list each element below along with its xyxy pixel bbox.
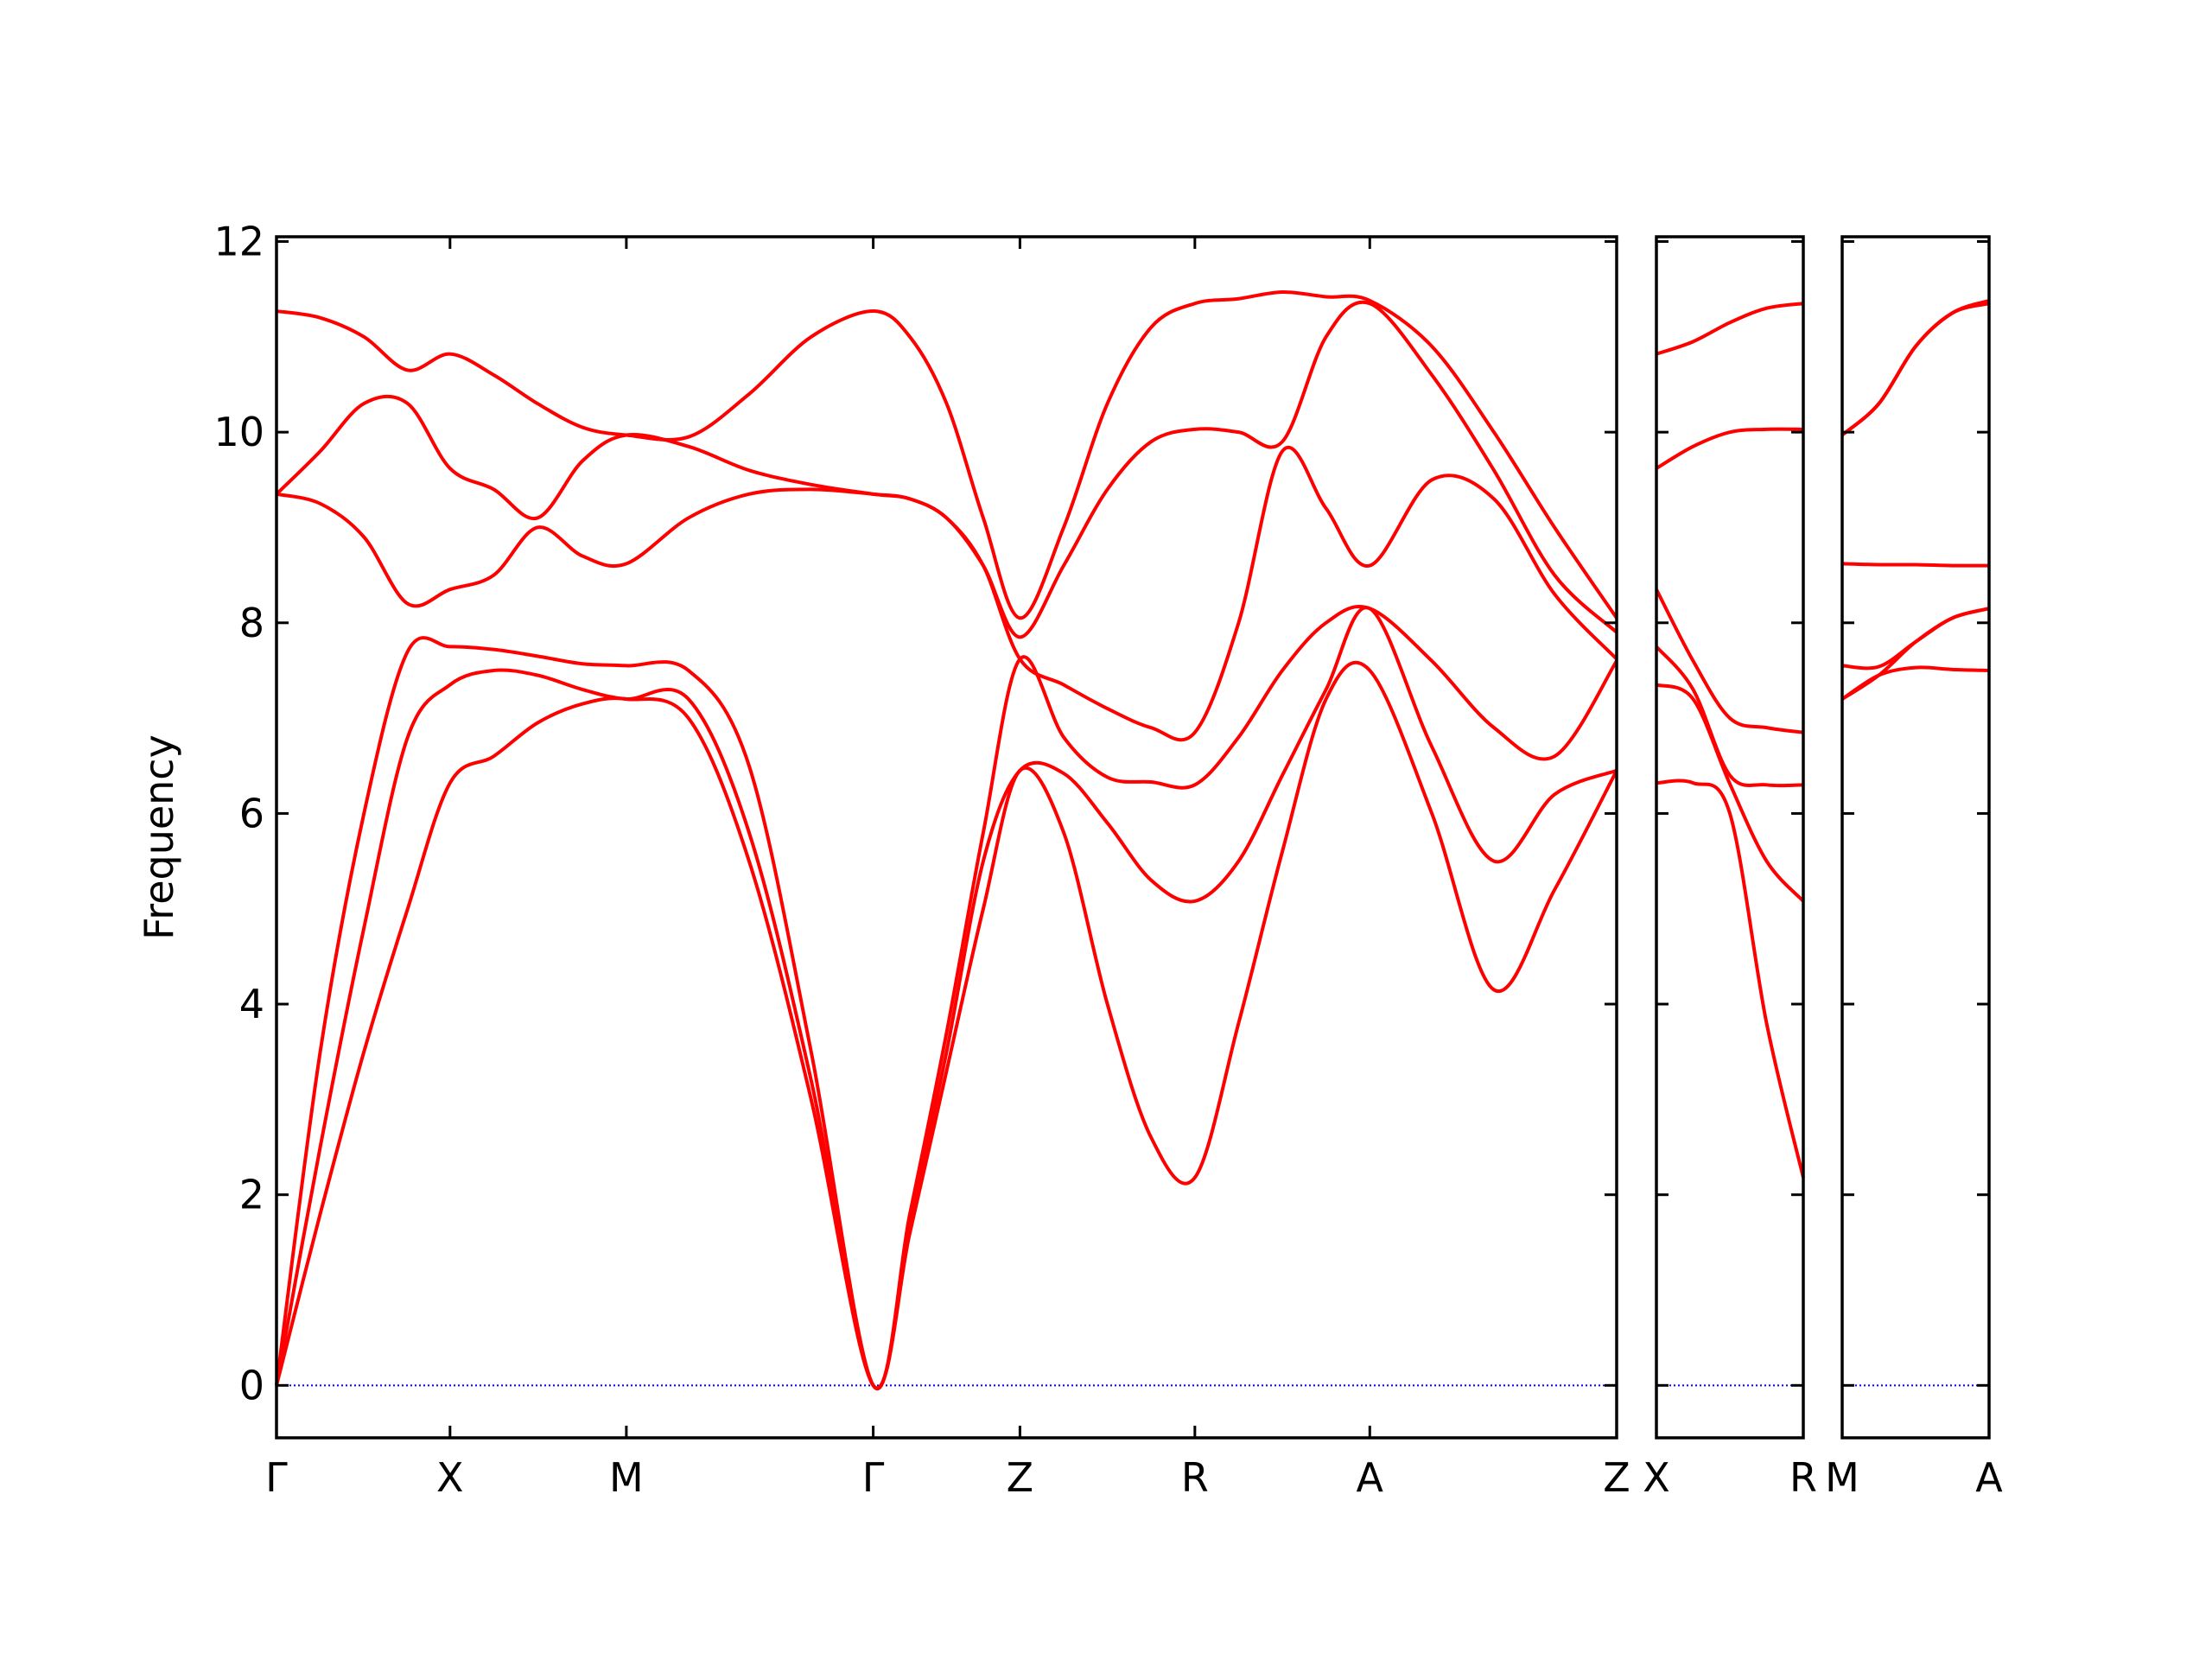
- band-line: [276, 445, 1618, 742]
- band-line: [1656, 302, 1804, 356]
- y-tick-label: 8: [239, 600, 264, 646]
- x-tick-label: M: [609, 1454, 644, 1501]
- x-tick-label: Z: [1007, 1454, 1034, 1501]
- band-line: [1840, 607, 1990, 701]
- x-tick-label: R: [1789, 1454, 1817, 1501]
- band-line: [1840, 298, 1990, 437]
- plot-frame: [1840, 235, 1991, 1440]
- x-tick-label: M: [1825, 1454, 1859, 1501]
- y-axis-label: Frequency: [136, 734, 182, 940]
- x-tick-label: Γ: [265, 1454, 288, 1501]
- x-tick-label: X: [1643, 1454, 1670, 1501]
- band-line: [275, 606, 1618, 1390]
- band-line: [1840, 665, 1990, 701]
- band-line: [1656, 683, 1805, 903]
- plot-frame: [275, 235, 1618, 1440]
- x-tick-label: X: [436, 1454, 464, 1501]
- plot-frame: [1655, 235, 1805, 1440]
- band-line: [276, 289, 1618, 620]
- y-tick-label: 2: [239, 1172, 264, 1218]
- y-tick-label: 12: [213, 219, 264, 265]
- band-line: [1655, 645, 1804, 788]
- y-tick-label: 10: [213, 409, 264, 455]
- band-line: [1840, 302, 1990, 437]
- band-line: [275, 300, 1618, 639]
- x-tick-label: A: [1357, 1454, 1384, 1501]
- x-tick-label: R: [1181, 1454, 1209, 1501]
- x-tick-label: A: [1975, 1454, 2003, 1501]
- y-tick-label: 0: [239, 1362, 264, 1408]
- x-tick-label: Γ: [862, 1454, 885, 1501]
- band-line: [275, 660, 1618, 1390]
- band-line: [1656, 779, 1805, 1179]
- x-tick-label: Z: [1603, 1454, 1630, 1501]
- y-tick-label: 4: [239, 981, 264, 1027]
- band-line: [275, 605, 1618, 1390]
- band-line: [1655, 588, 1804, 734]
- band-line: [1655, 427, 1804, 470]
- band-line: [1841, 607, 1990, 671]
- band-line: [1841, 562, 1990, 568]
- y-tick-label: 6: [239, 790, 264, 836]
